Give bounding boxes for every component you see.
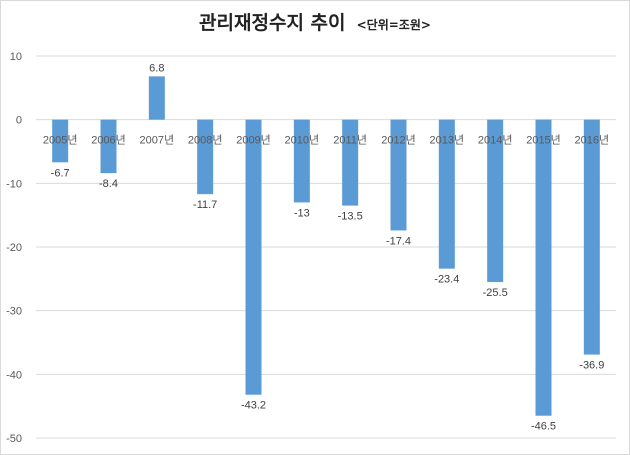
data-label: -11.7 — [193, 199, 217, 211]
x-category-label: 2007년 — [140, 134, 175, 147]
x-category-label: 2008년 — [188, 134, 223, 147]
data-label: -13.5 — [338, 211, 363, 223]
chart-title-row: 관리재정수지 추이 <단위=조원> — [0, 8, 630, 35]
chart-unit-label: <단위=조원> — [356, 18, 431, 32]
bar — [293, 119, 310, 203]
bar — [438, 119, 455, 269]
x-category-label: 2012년 — [381, 134, 416, 147]
x-category-label: 2005년 — [43, 134, 78, 147]
data-label: -13 — [294, 207, 310, 219]
bar — [148, 76, 165, 120]
bar — [390, 119, 407, 231]
data-label: -36.9 — [579, 360, 604, 372]
x-category-label: 2013년 — [430, 134, 465, 147]
x-category-label: 2014년 — [478, 134, 513, 147]
data-label: -6.7 — [51, 167, 70, 179]
y-tick-label: 0 — [16, 115, 22, 127]
x-category-label: 2016년 — [575, 134, 610, 147]
chart-title: 관리재정수지 추이 — [199, 12, 346, 34]
y-tick-label: -20 — [6, 242, 22, 254]
data-label: 6.8 — [149, 62, 164, 74]
data-label: -17.4 — [386, 235, 411, 247]
bar — [342, 119, 359, 206]
data-label: -46.5 — [531, 421, 556, 433]
bar — [535, 119, 552, 416]
y-tick-label: -10 — [6, 178, 22, 190]
bar — [487, 119, 504, 283]
data-label: -25.5 — [483, 287, 508, 299]
x-category-label: 2009년 — [236, 134, 271, 147]
x-category-label: 2011년 — [333, 134, 367, 147]
data-label: -43.2 — [241, 400, 266, 412]
y-tick-label: -40 — [6, 369, 22, 381]
x-category-label: 2015년 — [526, 134, 561, 147]
y-tick-label: -30 — [6, 306, 22, 318]
x-category-label: 2010년 — [285, 134, 320, 147]
bar — [100, 119, 117, 174]
y-tick-label: -50 — [6, 433, 22, 445]
bar — [197, 119, 214, 195]
bar — [52, 119, 69, 163]
data-label: -8.4 — [99, 178, 118, 190]
y-tick-label: 10 — [10, 51, 22, 63]
bar — [583, 119, 600, 355]
data-label: -23.4 — [434, 274, 459, 286]
bar — [245, 119, 262, 395]
x-category-label: 2006년 — [91, 134, 126, 147]
